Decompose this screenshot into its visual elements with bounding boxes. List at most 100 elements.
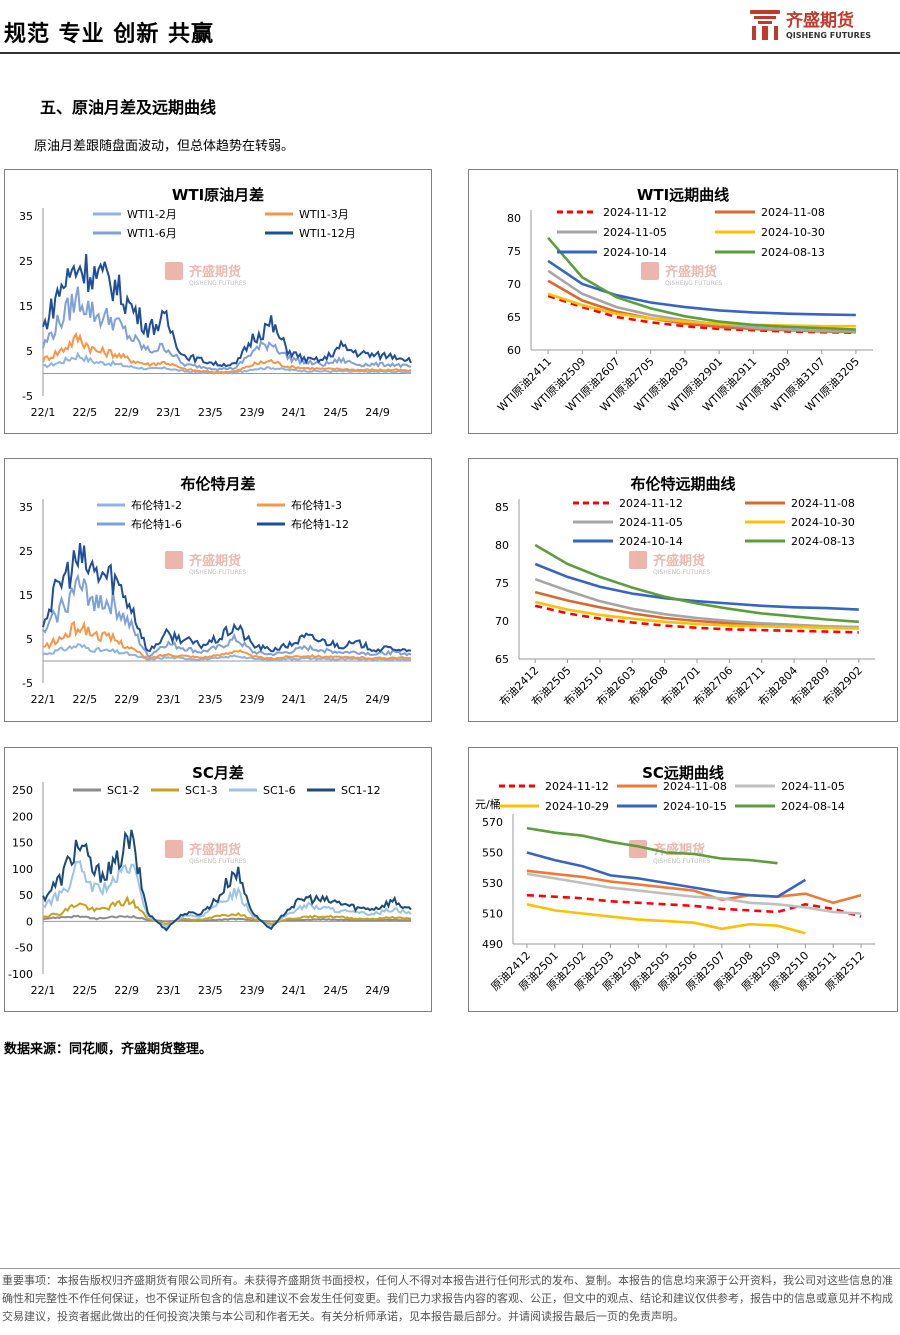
watermark-en: QISHENG FUTURES bbox=[189, 280, 247, 287]
chart-title: WTI原油月差 bbox=[172, 186, 264, 204]
legend-label: WTI1-2月 bbox=[127, 208, 177, 221]
series-line bbox=[526, 826, 778, 865]
y-tick-label: 490 bbox=[482, 938, 503, 951]
legend-label: WTI1-12月 bbox=[299, 227, 356, 240]
logo-cn-text: 齐盛期货 bbox=[786, 10, 854, 31]
legend-label: 2024-11-05 bbox=[619, 516, 683, 529]
y-tick-label: 200 bbox=[12, 810, 33, 823]
x-tick-label: 22/1 bbox=[31, 406, 56, 419]
y-tick-label: 100 bbox=[12, 863, 33, 876]
watermark-cn: 齐盛期货 bbox=[665, 264, 717, 280]
qisheng-logo: 齐盛期货 QISHENG FUTURES bbox=[750, 10, 871, 40]
y-tick-label: 75 bbox=[495, 577, 509, 590]
y-tick-label: 550 bbox=[482, 847, 503, 860]
legend-label: 2024-11-12 bbox=[603, 206, 667, 219]
watermark-logo-icon bbox=[165, 840, 183, 858]
series-line bbox=[534, 590, 859, 630]
watermark-cn: 齐盛期货 bbox=[189, 264, 241, 280]
series-line bbox=[534, 600, 859, 630]
logo-en-text: QISHENG FUTURES bbox=[786, 31, 871, 40]
legend-label: 2024-11-05 bbox=[781, 780, 845, 793]
x-tick-label: 23/5 bbox=[198, 984, 223, 997]
disclaimer-text: 重要事项：本报告版权归齐盛期货有限公司所有。未获得齐盛期货书面授权，任何人不得对… bbox=[2, 1274, 893, 1323]
section-title: 五、原油月差及远期曲线 bbox=[40, 98, 217, 117]
x-tick-label: 22/1 bbox=[31, 984, 56, 997]
series-line bbox=[547, 294, 856, 335]
y-tick-label: 15 bbox=[19, 300, 33, 313]
series-line bbox=[534, 562, 859, 611]
x-tick-label: 24/1 bbox=[282, 406, 307, 419]
series-line bbox=[42, 895, 411, 926]
y-tick-label: 35 bbox=[19, 501, 33, 514]
legend-label: 2024-11-08 bbox=[663, 780, 727, 793]
series-line bbox=[42, 859, 412, 929]
x-tick-label: 24/5 bbox=[323, 693, 348, 706]
y-tick-label: 150 bbox=[12, 837, 33, 850]
y-tick-label: 70 bbox=[495, 615, 509, 628]
x-tick-label: 23/9 bbox=[240, 984, 265, 997]
x-tick-label: 23/5 bbox=[198, 693, 223, 706]
x-tick-label: 22/1 bbox=[31, 693, 56, 706]
y-tick-label: 50 bbox=[19, 889, 33, 902]
chart-sc-curve: SC远期曲线 齐盛期货 QISHENG FUTURES 570 550 530 510 490… bbox=[468, 747, 898, 1012]
section-intro: 原油月差跟随盘面波动，但总体趋势在转弱。 bbox=[34, 139, 295, 154]
y-tick-label: 0 bbox=[26, 915, 33, 928]
watermark-en: QISHENG FUTURES bbox=[189, 858, 247, 865]
series-line bbox=[42, 643, 412, 662]
watermark-en: QISHENG FUTURES bbox=[665, 280, 723, 287]
y-tick-label: 75 bbox=[507, 245, 521, 258]
legend-label: 布伦特1-12 bbox=[291, 517, 349, 531]
legend-label: WTI1-6月 bbox=[127, 227, 177, 240]
chart-title: SC远期曲线 bbox=[642, 764, 724, 782]
x-tick-label: 22/9 bbox=[114, 693, 139, 706]
x-tick-label: 23/1 bbox=[156, 984, 181, 997]
legend-label: 2024-10-30 bbox=[761, 226, 825, 239]
watermark-cn: 齐盛期货 bbox=[189, 842, 241, 858]
x-tick-label: 24/1 bbox=[282, 984, 307, 997]
legend-label: 2024-11-08 bbox=[791, 497, 855, 510]
legend-label: 2024-08-13 bbox=[791, 535, 855, 548]
chart-title: 布伦特月差 bbox=[180, 475, 255, 493]
series-line bbox=[42, 331, 412, 374]
y-tick-label: 5 bbox=[26, 345, 33, 358]
y-tick-label: 80 bbox=[507, 212, 521, 225]
series-line bbox=[526, 872, 862, 915]
legend-label: SC1-12 bbox=[341, 784, 381, 797]
y-tick-label: 65 bbox=[495, 653, 509, 666]
legend-label: 2024-10-14 bbox=[603, 246, 667, 259]
series-line bbox=[42, 829, 412, 932]
y-axis-label: 元/桶 bbox=[475, 797, 501, 811]
x-tick-label: 23/1 bbox=[156, 693, 181, 706]
series-line bbox=[42, 286, 412, 371]
legend-label: 2024-11-12 bbox=[545, 780, 609, 793]
chart-wti-curve: WTI远期曲线 齐盛期货 QISHENG FUTURES 80 75 70 65 60 WTI原… bbox=[468, 169, 898, 434]
x-tick-label: 24/5 bbox=[323, 406, 348, 419]
y-tick-label: 35 bbox=[19, 210, 33, 223]
x-tick-label: 22/9 bbox=[114, 406, 139, 419]
x-tick-label: 22/5 bbox=[72, 406, 97, 419]
x-tick-label: 23/5 bbox=[198, 406, 223, 419]
y-tick-label: -50 bbox=[15, 942, 33, 955]
legend-label: 2024-11-05 bbox=[603, 226, 667, 239]
y-tick-label: 5 bbox=[26, 633, 33, 646]
y-tick-label: 530 bbox=[482, 877, 503, 890]
chart-sc-spread: SC月差 齐盛期货 QISHENG FUTURES 250 200 150 100 50 0 -5… bbox=[4, 747, 432, 1012]
legend-label: 2024-08-13 bbox=[761, 246, 825, 259]
header-divider bbox=[0, 52, 900, 54]
watermark-cn: 齐盛期货 bbox=[189, 553, 241, 569]
legend-label: SC1-3 bbox=[185, 784, 218, 797]
watermark-logo-icon bbox=[165, 551, 183, 569]
series-line bbox=[42, 914, 412, 923]
x-tick-label: 24/9 bbox=[365, 984, 390, 997]
x-tick-label: 22/5 bbox=[72, 984, 97, 997]
legend-label: 2024-10-29 bbox=[545, 800, 609, 813]
logo-mark-icon bbox=[750, 10, 780, 40]
legend-label: 布伦特1-6 bbox=[131, 517, 182, 531]
series-line bbox=[526, 903, 806, 935]
series-line bbox=[526, 893, 862, 918]
x-tick-label: 22/5 bbox=[72, 693, 97, 706]
